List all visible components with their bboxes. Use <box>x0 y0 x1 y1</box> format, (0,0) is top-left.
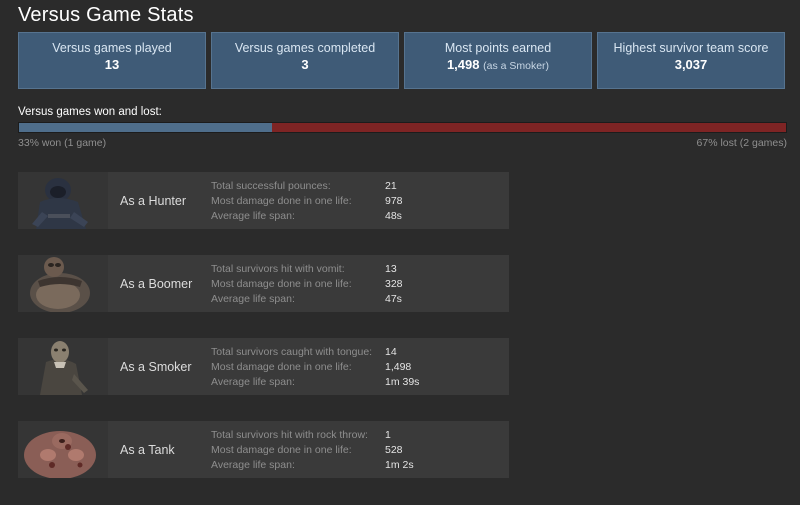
class-name: As a Boomer <box>120 276 193 291</box>
stat-label: Average life span: <box>211 293 295 305</box>
stat-label: Versus games played <box>52 41 172 55</box>
class-stats: Total survivors hit with vomit: 13 Most d… <box>211 255 509 312</box>
stat-most-points: Most points earned 1,498 (as a Smoker) <box>404 32 592 89</box>
stat-line: Most damage done in one life: 978 <box>211 194 509 209</box>
infected-class-list: As a Hunter Total successful pounces: 21 … <box>18 172 800 478</box>
class-stats: Total survivors hit with rock throw: 1 Mo… <box>211 421 509 478</box>
won-caption: 33% won (1 game) <box>18 137 107 149</box>
stat-line: Average life span: 48s <box>211 209 509 224</box>
stat-label: Versus games completed <box>234 41 376 55</box>
stat-line: Most damage done in one life: 1,498 <box>211 360 509 375</box>
stat-note: (as a Smoker) <box>483 60 550 72</box>
stat-games-completed: Versus games completed 3 <box>211 32 399 89</box>
stat-value: 13 <box>104 57 120 72</box>
smoker-portrait-icon <box>18 338 108 395</box>
loss-bar-segment <box>272 123 786 132</box>
tank-portrait-icon <box>18 421 108 478</box>
win-bar-segment <box>19 123 273 132</box>
class-stats: Total successful pounces: 21 Most damage … <box>211 172 509 229</box>
class-name: As a Hunter <box>120 193 187 208</box>
stat-value: 47s <box>385 293 402 305</box>
stat-label: Most damage done in one life: <box>211 444 352 456</box>
stat-label: Most points earned <box>444 41 552 55</box>
win-loss-captions: 33% won (1 game) 67% lost (2 games) <box>18 137 787 150</box>
stat-value: 1,498 (as a Smoker) <box>446 57 550 72</box>
class-row-tank: As a Tank Total survivors hit with rock … <box>18 421 509 478</box>
summary-stats: Versus games played 13 Versus games comp… <box>18 32 790 89</box>
stat-line: Most damage done in one life: 528 <box>211 443 509 458</box>
stat-value: 978 <box>385 195 403 207</box>
class-stats: Total survivors caught with tongue: 14 Mo… <box>211 338 509 395</box>
stat-line: Total successful pounces: 21 <box>211 179 509 194</box>
stat-line: Average life span: 1m 2s <box>211 458 509 473</box>
stat-label: Highest survivor team score <box>613 41 769 55</box>
stat-label: Total successful pounces: <box>211 180 331 192</box>
win-loss-bar <box>18 122 787 133</box>
boomer-portrait-icon <box>18 255 108 312</box>
stat-value: 21 <box>385 180 397 192</box>
stat-label: Total survivors hit with vomit: <box>211 263 345 275</box>
class-name: As a Smoker <box>120 359 192 374</box>
stat-label: Total survivors caught with tongue: <box>211 346 373 358</box>
stat-line: Total survivors caught with tongue: 14 <box>211 345 509 360</box>
stat-value: 328 <box>385 278 403 290</box>
stat-line: Average life span: 47s <box>211 292 509 307</box>
stat-highest-team-score: Highest survivor team score 3,037 <box>597 32 785 89</box>
stat-line: Total survivors hit with rock throw: 1 <box>211 428 509 443</box>
stat-line: Most damage done in one life: 328 <box>211 277 509 292</box>
class-row-boomer: As a Boomer Total survivors hit with vom… <box>18 255 509 312</box>
lost-caption: 67% lost (2 games) <box>696 137 787 149</box>
class-row-hunter: As a Hunter Total successful pounces: 21 … <box>18 172 509 229</box>
stat-line: Total survivors hit with vomit: 13 <box>211 262 509 277</box>
stat-value: 1m 2s <box>385 459 414 471</box>
stat-label: Average life span: <box>211 210 295 222</box>
stat-value: 1 <box>385 429 391 441</box>
stat-label: Average life span: <box>211 459 295 471</box>
stat-value: 1,498 <box>385 361 412 373</box>
stat-games-played: Versus games played 13 <box>18 32 206 89</box>
stat-label: Most damage done in one life: <box>211 195 352 207</box>
stat-value: 3 <box>301 57 309 72</box>
stat-label: Average life span: <box>211 376 295 388</box>
win-loss-label: Versus games won and lost: <box>18 106 162 118</box>
stat-label: Most damage done in one life: <box>211 361 352 373</box>
page-title: Versus Game Stats <box>18 4 194 26</box>
stat-label: Total survivors hit with rock throw: <box>211 429 368 441</box>
stat-value: 3,037 <box>674 57 708 72</box>
stat-value: 528 <box>385 444 403 456</box>
stat-value: 13 <box>385 263 397 275</box>
stat-line: Average life span: 1m 39s <box>211 375 509 390</box>
class-name: As a Tank <box>120 442 175 457</box>
stat-value: 1m 39s <box>385 376 420 388</box>
stat-value: 14 <box>385 346 397 358</box>
hunter-portrait-icon <box>18 172 108 229</box>
class-row-smoker: As a Smoker Total survivors caught with … <box>18 338 509 395</box>
stat-value: 48s <box>385 210 402 222</box>
stat-label: Most damage done in one life: <box>211 278 352 290</box>
